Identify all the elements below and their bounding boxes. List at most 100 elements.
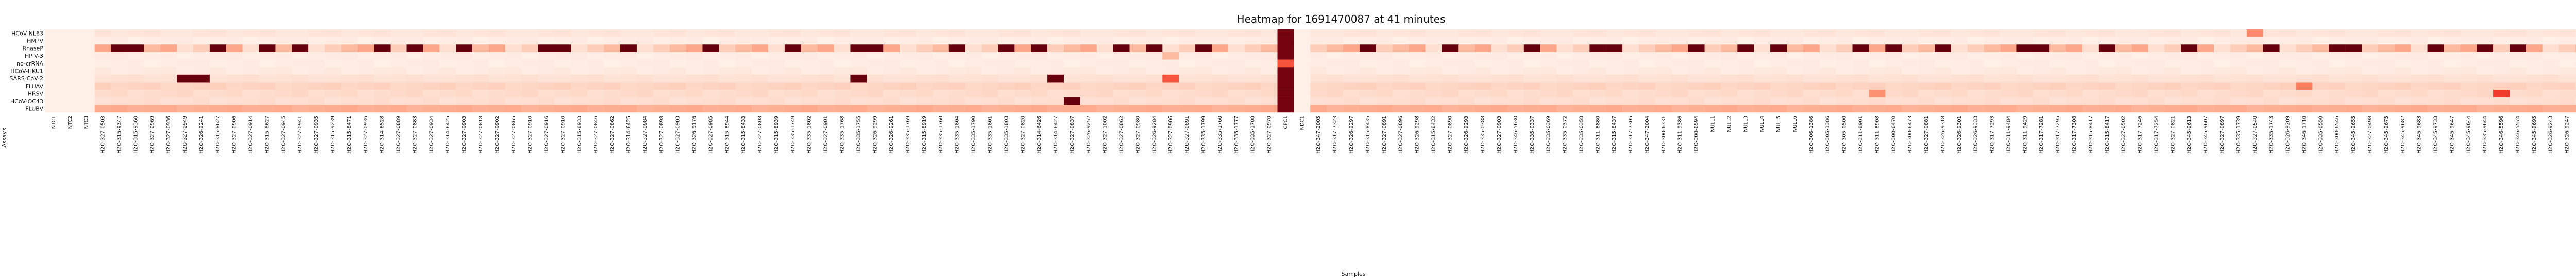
heatmap-cell <box>209 97 226 105</box>
heatmap-cell <box>883 37 900 45</box>
heatmap-cell <box>2197 59 2214 68</box>
heatmap-cell <box>374 97 391 105</box>
heatmap-cell <box>1080 29 1097 37</box>
heatmap-cell <box>78 105 95 113</box>
heatmap-cell <box>2526 29 2543 37</box>
column-label: H2O-327-0936 <box>166 116 172 154</box>
heatmap-cell <box>801 52 818 60</box>
heatmap-cell <box>177 29 194 37</box>
heatmap-cell <box>1540 97 1557 105</box>
heatmap-cell <box>406 105 423 113</box>
heatmap-cell <box>2477 59 2494 68</box>
heatmap-cell <box>2082 67 2099 75</box>
heatmap-cell <box>1129 29 1146 37</box>
heatmap-cell <box>867 37 884 45</box>
heatmap-cell <box>1622 97 1639 105</box>
heatmap-cell <box>1031 97 1048 105</box>
heatmap-cell <box>1211 97 1229 105</box>
heatmap-cell <box>341 97 358 105</box>
heatmap-cell <box>1179 59 1196 68</box>
heatmap-cell <box>1721 67 1738 75</box>
heatmap-cell <box>1639 90 1656 97</box>
heatmap-cell <box>1704 67 1721 75</box>
heatmap-cell <box>1096 37 1113 45</box>
heatmap-cell <box>2197 74 2214 83</box>
heatmap-cell <box>538 37 555 45</box>
heatmap-cell <box>1737 97 1754 105</box>
heatmap-cell <box>1967 97 1984 105</box>
heatmap-cell <box>587 59 604 68</box>
heatmap-cell <box>193 74 210 83</box>
heatmap-cell <box>505 105 522 113</box>
heatmap-cell <box>127 37 144 45</box>
heatmap-cell <box>735 105 752 113</box>
heatmap-cell <box>177 90 194 97</box>
heatmap-cell <box>1721 29 1738 37</box>
heatmap-cell <box>2263 29 2280 37</box>
heatmap-cell <box>636 90 654 97</box>
column-label: H2O-327-0985 <box>708 116 714 154</box>
heatmap-cell <box>752 37 769 45</box>
heatmap-cell <box>2329 82 2346 90</box>
heatmap-cell <box>719 90 736 97</box>
heatmap-cell <box>2164 29 2181 37</box>
heatmap-cell <box>94 90 111 97</box>
heatmap-cell <box>636 44 654 53</box>
heatmap-cell <box>2082 29 2099 37</box>
heatmap-cell <box>78 52 95 60</box>
heatmap-cell <box>554 82 571 90</box>
heatmap-cell <box>1639 44 1656 53</box>
heatmap-cell <box>2427 67 2444 75</box>
heatmap-cell <box>702 59 719 68</box>
heatmap-cell <box>883 90 900 97</box>
heatmap-cell <box>554 105 571 113</box>
heatmap-cell <box>160 37 177 45</box>
heatmap-cell <box>2460 82 2477 90</box>
heatmap-cell <box>1902 59 1919 68</box>
heatmap-cell <box>1704 90 1721 97</box>
heatmap-cell <box>1573 37 1590 45</box>
heatmap-cell <box>817 97 834 105</box>
heatmap-cell <box>2164 74 2181 83</box>
heatmap-cell <box>357 90 374 97</box>
heatmap-cell <box>1211 74 1229 83</box>
heatmap-cell <box>193 105 210 113</box>
heatmap-cell <box>1475 74 1492 83</box>
column-label: H2O-327-0883 <box>412 116 418 154</box>
heatmap-cell <box>144 52 161 60</box>
heatmap-cell <box>275 37 292 45</box>
heatmap-cell <box>1376 52 1393 60</box>
heatmap-cell <box>226 59 243 68</box>
heatmap-cell <box>2444 59 2461 68</box>
heatmap-cell <box>998 29 1015 37</box>
heatmap-cell <box>1671 82 1688 90</box>
column-label: H2O-305-1386 <box>1825 116 1831 154</box>
heatmap-cell <box>78 67 95 75</box>
heatmap-cell <box>1162 105 1179 113</box>
heatmap-cell <box>390 97 407 105</box>
heatmap-cell <box>2477 97 2494 105</box>
heatmap-cell <box>2263 90 2280 97</box>
heatmap-cell <box>1655 59 1672 68</box>
heatmap-cell <box>1836 59 1853 68</box>
heatmap-cell <box>636 37 654 45</box>
heatmap-cell <box>636 82 654 90</box>
heatmap-cell <box>1589 105 1606 113</box>
heatmap-cell <box>2033 90 2050 97</box>
heatmap-cell <box>78 44 95 53</box>
heatmap-cell <box>1458 74 1475 83</box>
heatmap-cell <box>1146 29 1163 37</box>
heatmap-cell <box>1902 82 1919 90</box>
heatmap-cell <box>2197 29 2214 37</box>
heatmap-cell <box>587 74 604 83</box>
heatmap-cell <box>2164 52 2181 60</box>
heatmap-cell <box>965 74 982 83</box>
column-label: H2O-300-6473 <box>1907 116 1913 154</box>
heatmap-cell <box>981 52 998 60</box>
heatmap-cell <box>2148 90 2165 97</box>
heatmap-cell <box>1113 37 1130 45</box>
column-label: NULL5 <box>1776 116 1782 132</box>
heatmap-cell <box>817 29 834 37</box>
column-label: H2O-347-2005 <box>1316 116 1321 154</box>
y-axis-label: Assays <box>1 128 8 148</box>
